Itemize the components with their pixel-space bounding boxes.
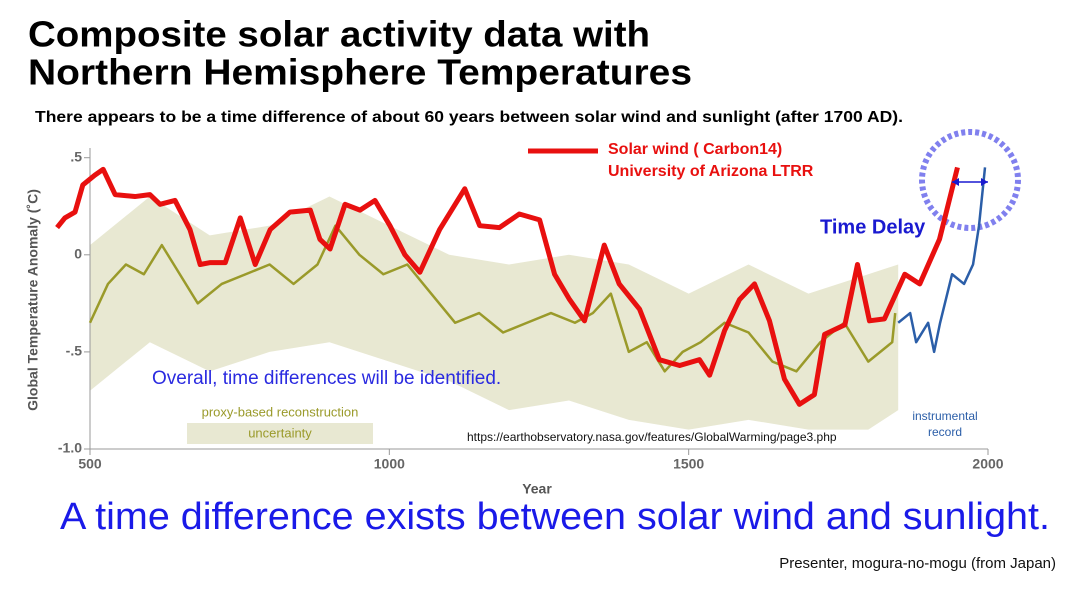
legend-band-swatch: [187, 423, 373, 444]
note: Overall, time differences will be identi…: [152, 368, 501, 389]
y-axis-label: Global Temperature Anomaly (˚C): [25, 189, 41, 411]
title-line: Northern Hemisphere Temperatures: [28, 52, 692, 93]
series-line: [88, 224, 897, 373]
y-tick-label: -.5: [66, 343, 83, 359]
series-line: [897, 167, 987, 354]
y-tick-label: .5: [70, 148, 82, 164]
x-tick-label: 2000: [972, 456, 1003, 472]
conclusion: A time difference exists between solar w…: [60, 496, 1050, 538]
legend-proxy: proxy-based reconstruction: [202, 404, 359, 419]
x-tick-label: 1000: [374, 456, 405, 472]
presenter: Presenter, mogura-no-mogu (from Japan): [779, 555, 1056, 572]
uncertainty-band: [90, 196, 899, 430]
series-line: [55, 166, 960, 407]
y-tick-label: -1.0: [58, 440, 82, 456]
x-tick-label: 500: [78, 456, 102, 472]
source-url: https://earthobservatory.nasa.gov/featur…: [467, 430, 837, 444]
highlight-circle: [919, 129, 1021, 231]
x-axis-label: Year: [522, 481, 552, 497]
legend-solar: Solar wind ( Carbon14): [608, 141, 782, 158]
y-tick-label: 0: [74, 246, 82, 262]
legend-solar-source: University of Arizona LTRR: [608, 163, 814, 180]
x-tick-label: 1500: [673, 456, 704, 472]
legend-band: uncertainty: [248, 425, 312, 440]
subtitle: There appears to be a time difference of…: [35, 109, 903, 126]
time-delay-label: Time Delay: [820, 216, 926, 238]
title-line: Composite solar activity data with: [28, 14, 650, 55]
legend-instrumental: instrumental record: [912, 409, 978, 439]
